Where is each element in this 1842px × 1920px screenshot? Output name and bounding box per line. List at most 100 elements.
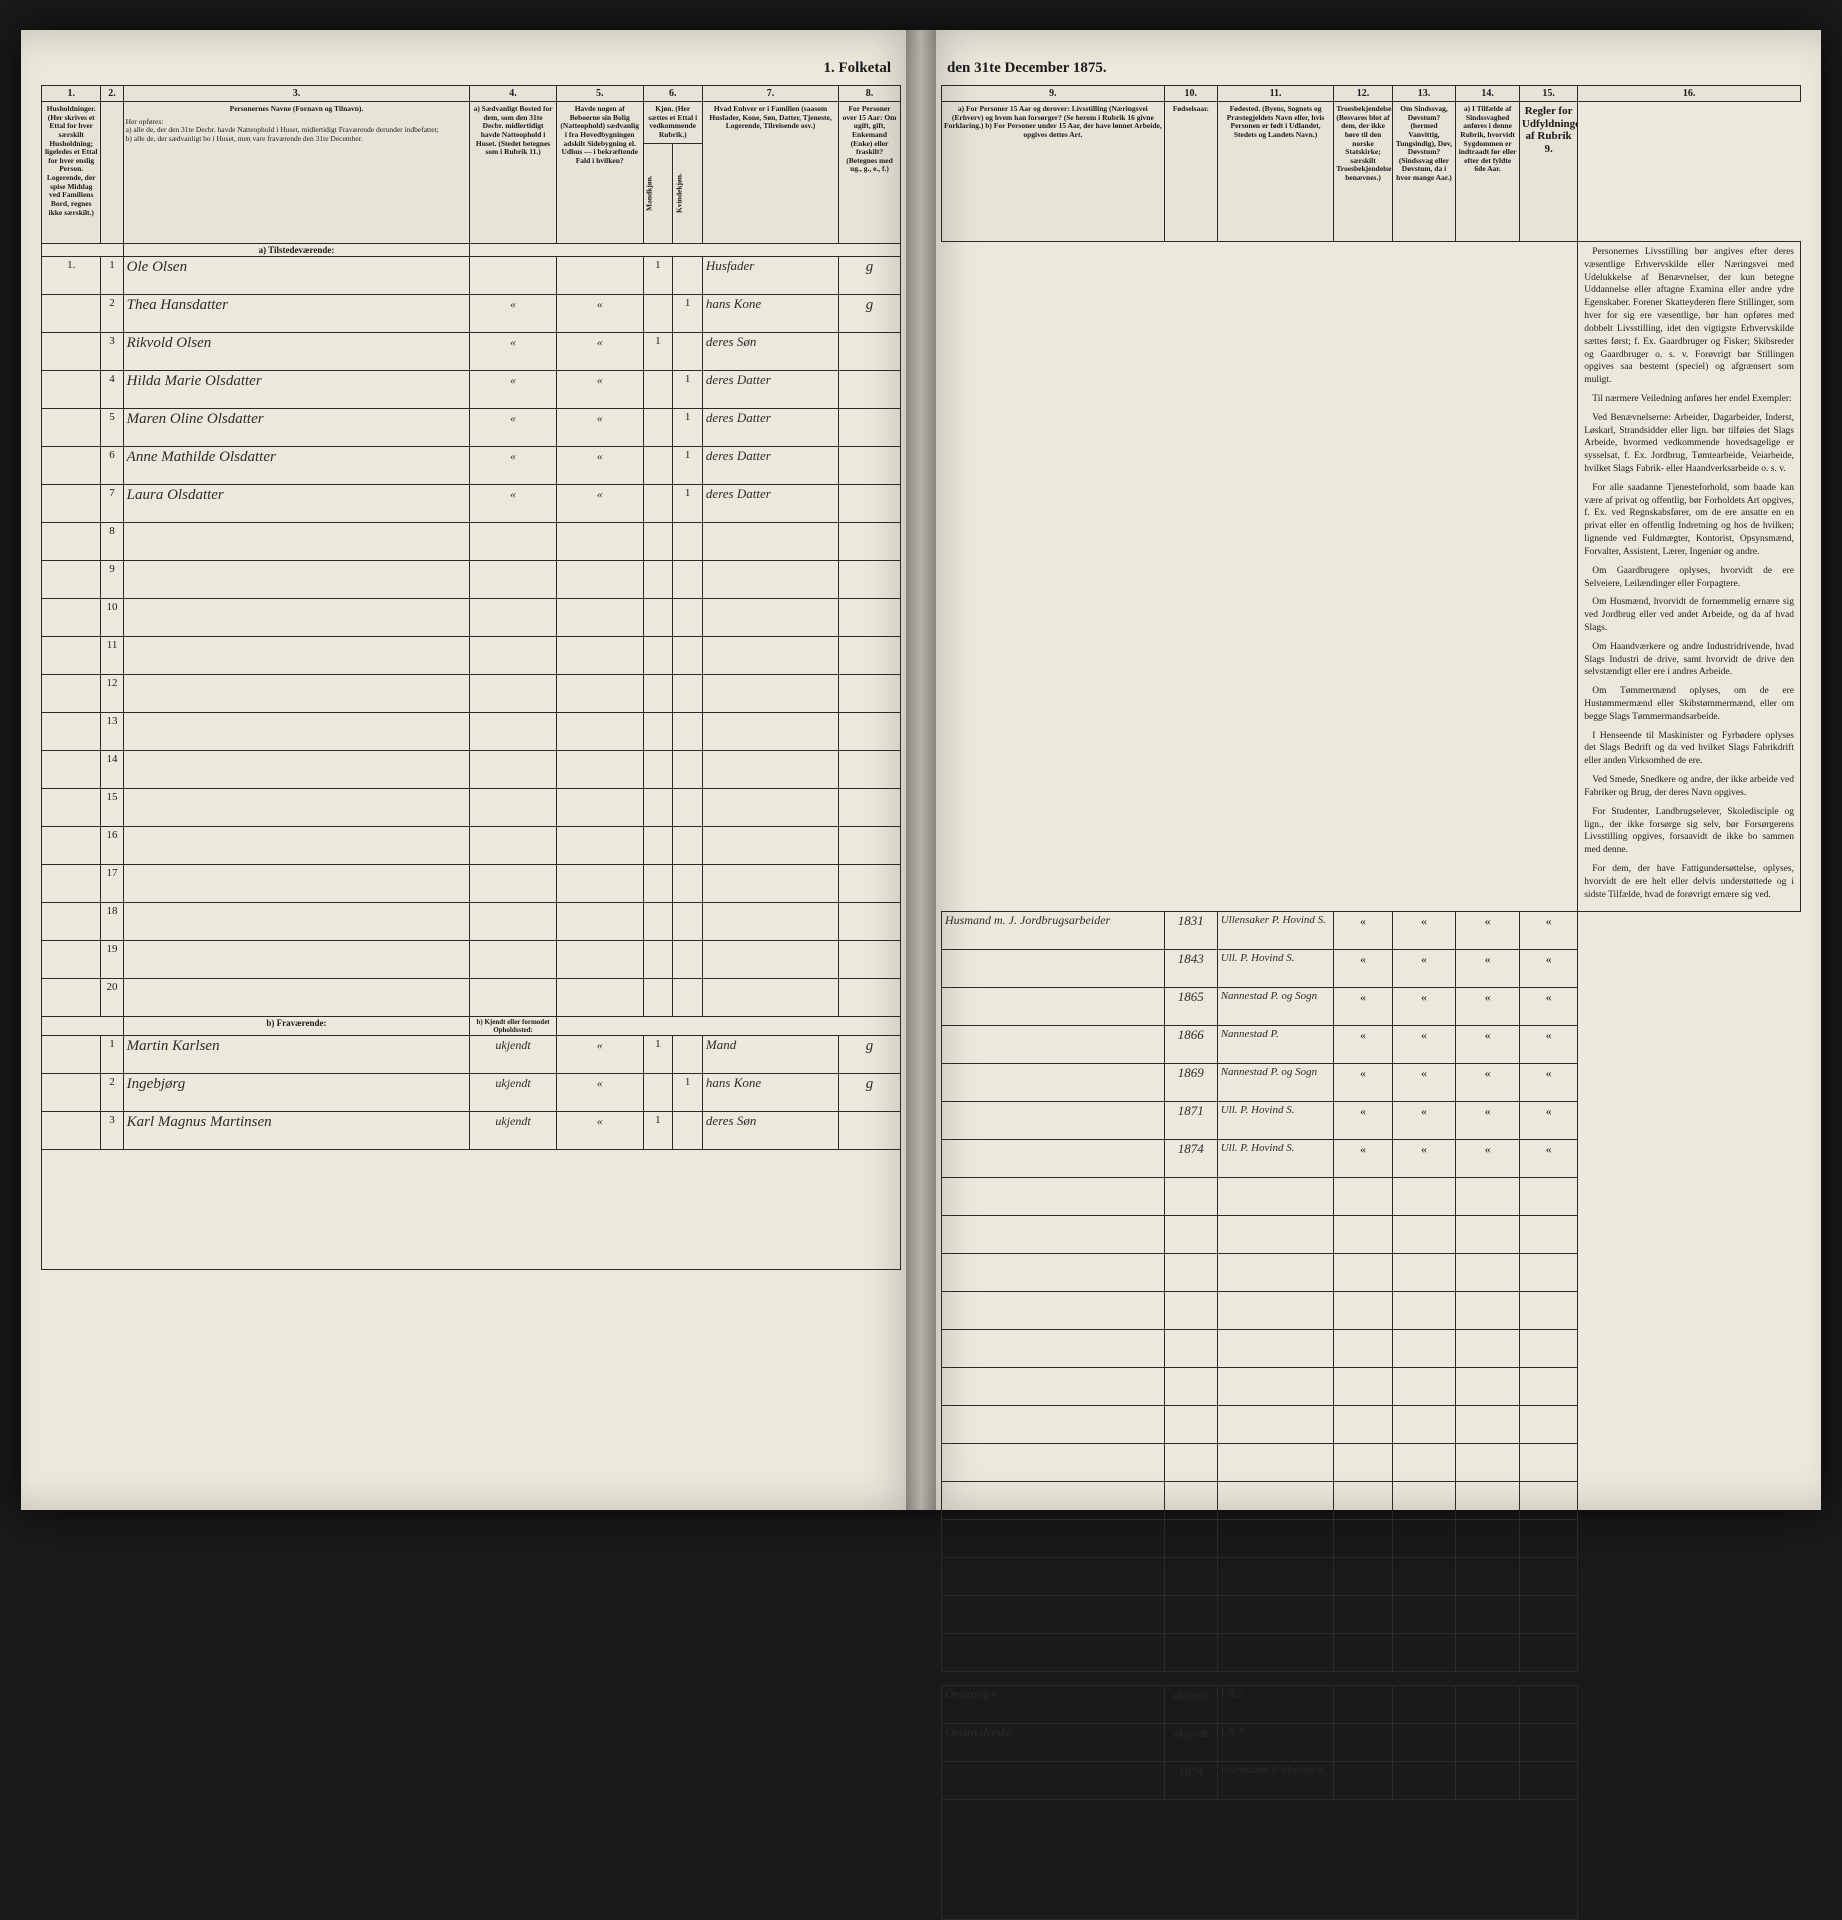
table-row-empty: 15: [42, 788, 901, 826]
c15: «: [1519, 1762, 1577, 1800]
table-row-empty: [942, 1558, 1801, 1596]
col4: «: [470, 294, 557, 332]
table-row: 1874Ullensaker P. Hovind S.««««: [942, 1762, 1801, 1800]
row-num: 14: [101, 750, 123, 788]
col-3-head-top: Personernes Navne (Fornavn og Tilnavn).: [126, 105, 468, 114]
birth-year: ukjendt: [1164, 1724, 1217, 1762]
col-10-head: Fødselsaar.: [1164, 102, 1217, 242]
instruction-paragraph: Om Husmænd, hvorvidt de fornemmelig ernæ…: [1584, 596, 1794, 634]
c13: «: [1392, 1724, 1456, 1762]
row-num: 2: [101, 1073, 123, 1111]
left-page: 1. Folketal 1. 2. 3. 4. 5. 6. 7. 8. Hush…: [21, 30, 921, 1510]
table-row: 2Ingebjørgukjendt«1hans Koneg: [42, 1073, 901, 1111]
instruction-paragraph: I Henseende til Maskinister og Fyrbødere…: [1584, 730, 1794, 768]
table-row-empty: [942, 1406, 1801, 1444]
family-pos: deres Datter: [702, 484, 838, 522]
col-1-num: 1.: [42, 86, 101, 102]
col-6-num: 6.: [643, 86, 702, 102]
col5: «: [556, 446, 643, 484]
col4: «: [470, 370, 557, 408]
table-row: OmstreiferskeukjendtUll.?««««: [942, 1724, 1801, 1762]
c12: «: [1334, 1026, 1392, 1064]
c12: «: [1334, 912, 1392, 950]
table-row-empty: 10: [42, 598, 901, 636]
sex-f: 1: [673, 484, 703, 522]
occupation: Husmand m. J. Jordbrugsarbeider: [942, 912, 1165, 950]
col-5-head: Havde nogen af Beboerne sin Bolig (Natte…: [556, 102, 643, 244]
sex-f: 1: [673, 370, 703, 408]
c13: «: [1392, 912, 1456, 950]
birth-year: 1869: [1164, 1064, 1217, 1102]
sex-f: 1: [673, 446, 703, 484]
person-name: Hilda Marie Olsdatter: [123, 370, 470, 408]
col5: «: [556, 1073, 643, 1111]
table-row: 1866Nannestad P.««««: [942, 1026, 1801, 1064]
c14: «: [1456, 1686, 1520, 1724]
instruction-paragraph: Til nærmere Veiledning anføres her endel…: [1584, 393, 1794, 406]
table-row-empty: [942, 1368, 1801, 1406]
row-num: 17: [101, 864, 123, 902]
table-row: 5Maren Oline Olsdatter««1deres Datter: [42, 408, 901, 446]
birth-place: Ull. P. Hovind S.: [1217, 1140, 1334, 1178]
occupation: [942, 1026, 1165, 1064]
marital: g: [839, 1073, 901, 1111]
col4: ukjendt: [470, 1035, 557, 1073]
table-row-empty: [942, 1520, 1801, 1558]
sex-m: [643, 1073, 673, 1111]
col-9-num: 9.: [942, 86, 1165, 102]
person-name: Karl Magnus Martinsen: [123, 1111, 470, 1149]
row-num: 3: [101, 1111, 123, 1149]
instruction-paragraph: For Studenter, Landbrugselever, Skoledis…: [1584, 806, 1794, 857]
col-2-head: [101, 102, 123, 244]
page-title-right: den 31te December 1875.: [941, 60, 1801, 77]
table-row: 6Anne Mathilde Olsdatter««1deres Datter: [42, 446, 901, 484]
sex-f: 1: [673, 408, 703, 446]
marital: [839, 332, 901, 370]
census-table-left: 1. 2. 3. 4. 5. 6. 7. 8. Husholdninger. (…: [41, 85, 901, 1270]
c12: «: [1334, 950, 1392, 988]
instruction-paragraph: Ved Smede, Snedkere og andre, der ikke a…: [1584, 774, 1794, 800]
table-row-empty: 11: [42, 636, 901, 674]
col-6-head: Kjøn. (Her sættes et Ettal i vedkommende…: [643, 102, 702, 144]
col-16-head: Regler for Udfyldningen af Rubrik 9.: [1519, 102, 1577, 242]
col-9-head: a) For Personer 15 Aar og derover: Livss…: [942, 102, 1165, 242]
table-row: 1.1Ole Olsen1Husfaderg: [42, 256, 901, 294]
table-row: 1874Ull. P. Hovind S.««««: [942, 1140, 1801, 1178]
table-row: 1Martin Karlsenukjendt«1Mandg: [42, 1035, 901, 1073]
right-page: den 31te December 1875. 9. 10. 11. 12. 1…: [921, 30, 1821, 1510]
col4: «: [470, 332, 557, 370]
row-num: 8: [101, 522, 123, 560]
col-10-num: 10.: [1164, 86, 1217, 102]
sex-m: [643, 294, 673, 332]
birth-year: ukjendt: [1164, 1686, 1217, 1724]
c14: «: [1456, 1102, 1520, 1140]
instruction-paragraph: Om Gaardbrugere oplyses, hvorvidt de ere…: [1584, 565, 1794, 591]
table-row: 3Rikvold Olsen««1deres Søn: [42, 332, 901, 370]
col4: «: [470, 408, 557, 446]
table-row-empty: 19: [42, 940, 901, 978]
c14: «: [1456, 988, 1520, 1026]
row-num: 1: [101, 1035, 123, 1073]
col4: «: [470, 446, 557, 484]
c15: «: [1519, 912, 1577, 950]
husholdning-num: [42, 408, 101, 446]
birth-place: Ull. P. Hovind S.: [1217, 950, 1334, 988]
row-num: 7: [101, 484, 123, 522]
col-3-head-sub: Her opføres: a) alle de, der den 31te De…: [126, 118, 468, 144]
c14: «: [1456, 1140, 1520, 1178]
birth-year: 1866: [1164, 1026, 1217, 1064]
family-pos: Mand: [702, 1035, 838, 1073]
col-15-head: a) I Tilfælde af Sindssvaghed anføres i …: [1456, 102, 1520, 242]
table-row-empty: [942, 1178, 1801, 1216]
c15: «: [1519, 1102, 1577, 1140]
col5: «: [556, 1111, 643, 1149]
table-row: 1843Ull. P. Hovind S.««««: [942, 950, 1801, 988]
col-15-num: 15.: [1519, 86, 1577, 102]
c15: «: [1519, 950, 1577, 988]
table-row: 2Thea Hansdatter««1hans Koneg: [42, 294, 901, 332]
c15: «: [1519, 1686, 1577, 1724]
table-row-empty: 9: [42, 560, 901, 598]
c14: «: [1456, 912, 1520, 950]
c13: «: [1392, 1762, 1456, 1800]
sex-m: [643, 370, 673, 408]
